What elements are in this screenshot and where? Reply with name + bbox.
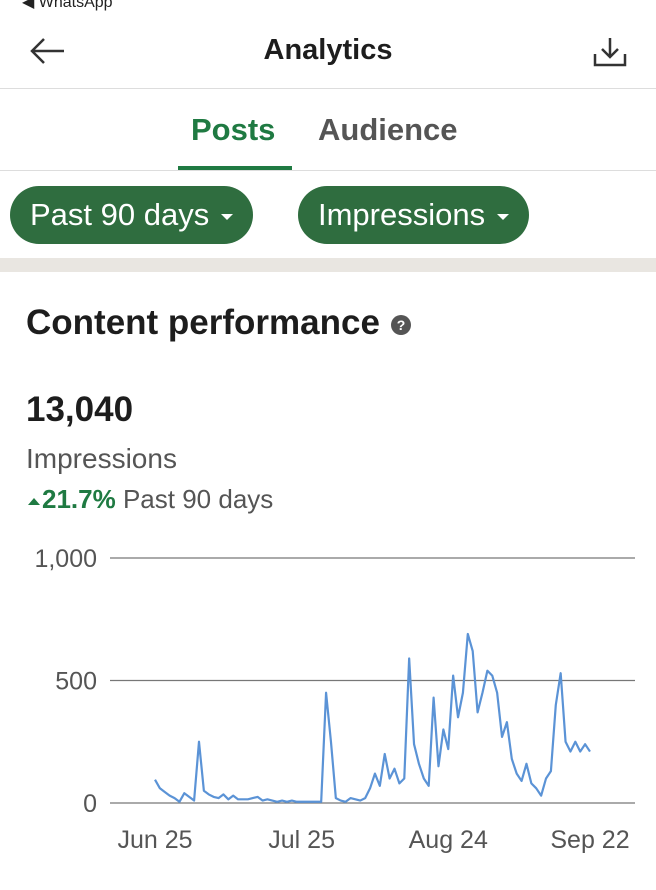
status-bar[interactable]: ◀ WhatsApp <box>22 0 113 12</box>
filter-label[interactable]: Past 90 days <box>30 197 210 232</box>
y-tick-label: 0 <box>83 790 97 818</box>
divider <box>0 88 656 89</box>
help-icon[interactable]: ? <box>390 314 412 336</box>
x-tick-label: Jun 25 <box>117 826 192 854</box>
change-period: Past 90 days <box>122 484 274 514</box>
tab-posts[interactable]: Posts <box>191 112 276 147</box>
back-arrow[interactable] <box>28 34 68 68</box>
change-value: 21.7% <box>42 484 116 514</box>
metric-label: Impressions <box>26 443 177 474</box>
y-tick-label: 500 <box>55 668 97 696</box>
tab-audience[interactable]: Audience <box>318 112 458 147</box>
divider <box>0 170 656 171</box>
filter-pill[interactable]: Past 90 days <box>10 186 254 244</box>
x-tick-label: Jul 25 <box>268 826 335 854</box>
x-tick-label: Aug 24 <box>409 826 488 854</box>
line-series <box>154 632 591 803</box>
chart: 0 500 1,000 Jun 25 Jul 25 Aug 24 Sep 22 <box>34 545 635 854</box>
back-app[interactable]: WhatsApp <box>38 0 113 11</box>
download-icon[interactable] <box>592 36 628 68</box>
x-tick-label: Sep 22 <box>550 826 629 854</box>
change-row: 21.7% Past 90 days <box>26 484 273 515</box>
separator <box>0 258 656 272</box>
section-title: Content performance ? <box>26 303 412 343</box>
section-title-text: Content performance <box>26 303 380 342</box>
filter-pill[interactable]: Impressions <box>298 186 530 244</box>
filter-label[interactable]: Impressions <box>318 197 486 232</box>
tab-underline <box>178 166 292 170</box>
total-value: 13,040 <box>26 390 134 429</box>
y-tick-label: 1,000 <box>34 545 97 573</box>
up-arrow <box>28 498 40 505</box>
header-title: Analytics <box>263 34 393 66</box>
svg-text:?: ? <box>396 317 405 333</box>
